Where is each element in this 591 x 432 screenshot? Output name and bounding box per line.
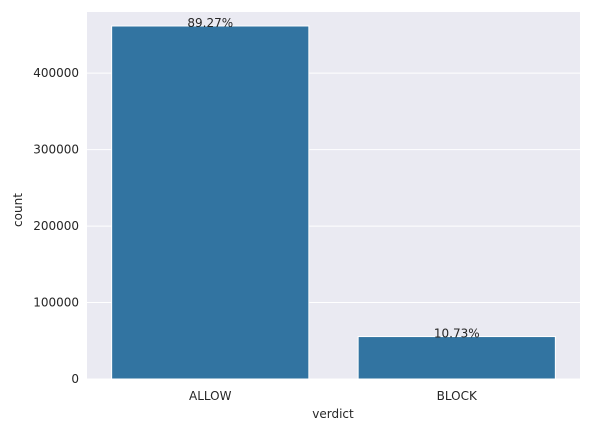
data-label-block: 10.73%: [434, 327, 480, 341]
bar-allow: [111, 25, 310, 380]
y-tick-label: 400000: [33, 66, 79, 80]
x-tick-label: BLOCK: [437, 389, 478, 403]
y-axis-ticks: 0 100000 200000 300000 400000: [33, 66, 79, 386]
data-label-allow: 89.27%: [187, 16, 233, 30]
y-tick-label: 300000: [33, 143, 79, 157]
bar-block: [357, 336, 556, 380]
data-labels: 89.27% 10.73%: [187, 16, 479, 341]
x-axis-ticks: ALLOW BLOCK: [189, 389, 478, 403]
y-axis-label: count: [11, 193, 25, 227]
y-tick-label: 0: [71, 372, 79, 386]
x-axis-label: verdict: [312, 407, 354, 421]
x-tick-label: ALLOW: [189, 389, 232, 403]
bars: [111, 25, 556, 380]
y-tick-label: 100000: [33, 296, 79, 310]
y-tick-label: 200000: [33, 219, 79, 233]
